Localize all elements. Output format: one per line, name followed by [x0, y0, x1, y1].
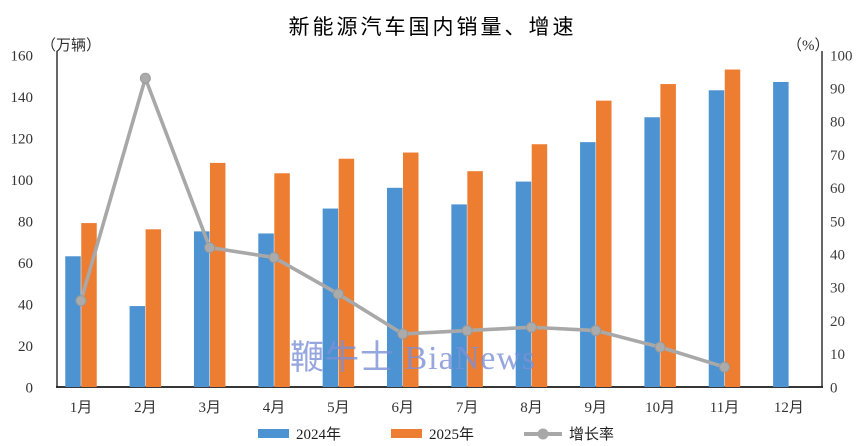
legend-item-2025: 2025年 [391, 423, 474, 444]
right-axis-tick-label: 90 [830, 81, 845, 97]
right-axis-tick-label: 40 [830, 247, 845, 263]
right-axis-tick-label: 30 [830, 281, 845, 297]
bar-2025年-6月 [403, 152, 419, 387]
month-label: 3月 [198, 400, 221, 416]
month-label: 5月 [327, 400, 350, 416]
left-axis-tick-label: 80 [18, 214, 33, 230]
bar-2024年-7月 [451, 204, 467, 387]
growth-rate-marker [139, 72, 151, 84]
bar-2024年-9月 [580, 142, 596, 387]
bar-2024年-3月 [193, 231, 210, 387]
chart-title: 新能源汽车国内销量、增速 [288, 15, 577, 39]
bar-2024年-12月 [773, 81, 789, 387]
month-label: 9月 [585, 400, 608, 416]
growth-rate-marker [397, 328, 409, 340]
bar-2024年-2月 [129, 306, 146, 387]
bar-2024年-1月 [65, 256, 81, 387]
legend-label-2024: 2024年 [296, 427, 342, 443]
growth-rate-marker [461, 325, 473, 337]
legend-item-growth-rate: 增长率 [524, 423, 614, 444]
legend-marker-dot [537, 428, 549, 439]
growth-rate-marker [268, 252, 280, 264]
growth-rate-marker [590, 325, 602, 337]
bar-2024年-10月 [644, 117, 660, 387]
legend-item-2024: 2024年 [258, 423, 341, 444]
legend-swatch-2024 [258, 429, 289, 438]
growth-rate-marker [332, 288, 344, 300]
bar-2024年-11月 [708, 90, 725, 388]
left-axis-tick-label: 20 [18, 339, 33, 355]
right-axis-unit: （%） [787, 38, 830, 54]
left-axis-tick-label: 40 [18, 297, 33, 313]
growth-rate-line [79, 72, 726, 369]
right-axis-tick-label: 0 [830, 380, 838, 396]
month-label: 1月 [70, 400, 93, 416]
bar-2025年-8月 [531, 144, 548, 387]
bar-2024年-6月 [387, 187, 403, 387]
growth-rate-marker [654, 341, 666, 353]
month-label: 6月 [391, 400, 414, 416]
bar-2025年-7月 [467, 171, 483, 387]
right-axis-tick-label: 10 [830, 347, 845, 363]
left-axis-tick-label: 120 [11, 131, 34, 147]
left-axis-unit: （万辆） [41, 38, 102, 54]
legend-label-growth-rate: 增长率 [569, 427, 615, 443]
bar-2025年-3月 [209, 162, 226, 387]
legend-swatch-2025 [391, 429, 423, 438]
month-label: 11月 [710, 400, 739, 416]
growth-rate-marker [525, 321, 537, 333]
right-axis-tick-label: 100 [830, 48, 853, 64]
bar-2025年-9月 [596, 100, 612, 388]
legend-label-2025: 2025年 [429, 427, 475, 443]
month-label: 10月 [645, 400, 675, 416]
chart-legend: 2024年 2025年 增长率 [258, 423, 614, 444]
right-axis-tick-label: 70 [830, 148, 845, 164]
growth-rate-marker [75, 295, 87, 307]
bar-2025年-10月 [660, 84, 676, 388]
bar-2024年-8月 [515, 181, 532, 387]
left-axis-tick-label: 60 [18, 256, 33, 272]
month-label: 12月 [774, 400, 804, 416]
right-axis-tick-label: 60 [830, 181, 845, 197]
bar-2025年-5月 [338, 158, 355, 387]
bar-2024年-5月 [322, 208, 339, 387]
growth-rate-marker [719, 361, 730, 373]
right-axis-tick-label: 80 [830, 115, 845, 131]
legend-swatch-growth-rate [524, 428, 563, 439]
month-label: 7月 [456, 400, 479, 416]
bar-2025年-11月 [724, 69, 741, 388]
month-label: 8月 [520, 400, 543, 416]
month-label: 2月 [134, 400, 157, 416]
month-label: 4月 [263, 400, 286, 416]
left-axis-tick-label: 0 [26, 380, 34, 396]
bar-2025年-2月 [145, 229, 162, 387]
bar-2024年-4月 [258, 233, 274, 387]
left-axis-tick-label: 160 [11, 48, 34, 64]
right-axis-tick-label: 20 [830, 314, 845, 330]
bar-2025年-4月 [274, 173, 290, 387]
left-axis-tick-label: 140 [11, 90, 34, 106]
growth-rate-marker [204, 242, 216, 254]
right-axis-tick-label: 50 [830, 214, 845, 230]
left-axis-tick-label: 100 [11, 173, 34, 189]
